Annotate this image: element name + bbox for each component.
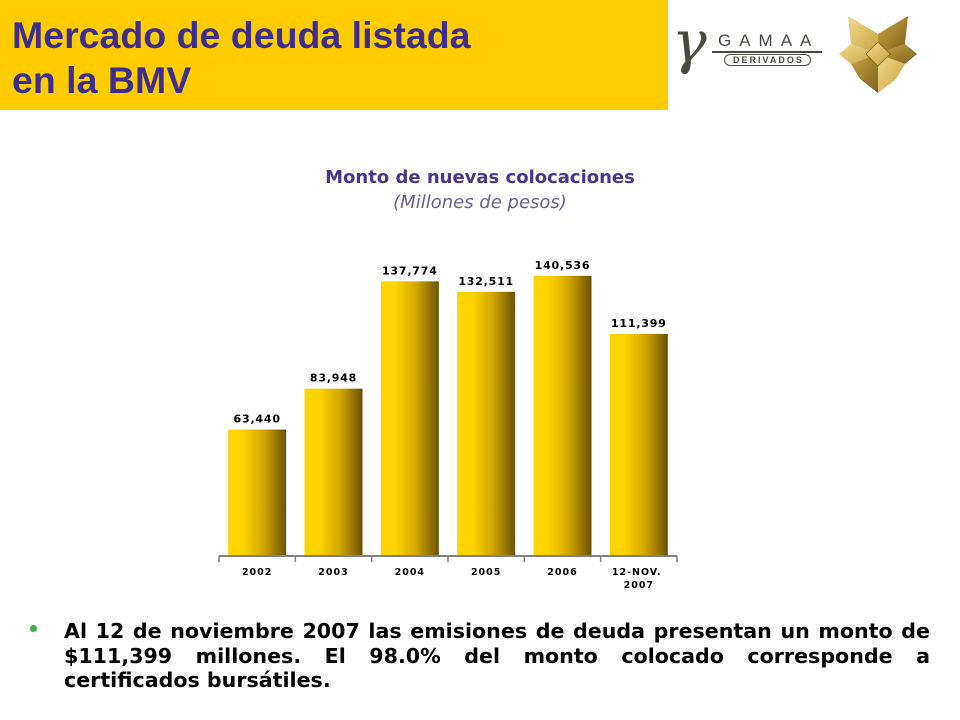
- category-label-line: 2004: [395, 567, 425, 578]
- bar-2005: [457, 291, 516, 556]
- chart-subtitle: (Millones de pesos): [393, 192, 567, 213]
- x-axis-group: [218, 555, 678, 562]
- bars: [228, 275, 668, 556]
- slide-title-line-2: en la BMV: [12, 59, 192, 101]
- emblem-facet-right: [878, 44, 917, 64]
- logo-divider: [712, 51, 822, 53]
- data-label: 111,399: [611, 317, 667, 330]
- bar-2004: [380, 281, 439, 556]
- category-label: 2004: [395, 567, 425, 578]
- category-label: 12-NOV. 2007: [612, 567, 666, 591]
- category-label: 2005: [471, 567, 501, 578]
- bar-2003: [304, 388, 363, 556]
- emblem-facet-bottom-left: [851, 54, 878, 93]
- bmv-emblem-icon: [839, 16, 917, 93]
- category-label-line: 2002: [242, 567, 272, 578]
- emblem-center-diamond: [865, 41, 891, 67]
- data-label: 83,948: [310, 372, 357, 385]
- category-labels: 2002 2003 2004 2005 2006 12-NOV. 2007: [242, 567, 666, 591]
- data-label: 63,440: [234, 413, 281, 426]
- emblem-facet-top-left: [848, 16, 878, 54]
- chart-title: Monto de nuevas colocaciones: [325, 167, 635, 188]
- emblem-facet-left: [839, 44, 878, 64]
- logo-name: GAMAA: [718, 31, 820, 50]
- data-labels: 63,440 83,948 137,774 132,511 140,536 111,399: [234, 259, 667, 426]
- bar-2002: [228, 429, 287, 556]
- bullet-icon: [29, 624, 37, 632]
- emblem-facet-bottom-right: [878, 54, 905, 93]
- slide-title-line-1: Mercado de deuda listada: [12, 14, 471, 56]
- data-label: 140,536: [535, 259, 591, 272]
- title-banner: [0, 0, 668, 110]
- category-label-line: 2007: [624, 580, 654, 591]
- data-label: 137,774: [382, 264, 438, 277]
- logo-symbol: γ: [672, 8, 707, 76]
- emblem-facet-top-right: [878, 16, 908, 54]
- category-label: 2006: [547, 567, 577, 578]
- category-label: 2003: [318, 567, 348, 578]
- category-label: 2002: [242, 567, 272, 578]
- logo-tagline: DERIVADOS: [724, 54, 811, 66]
- slide-title: Mercado de deuda listada en la BMV: [12, 13, 470, 103]
- data-label: 132,511: [458, 275, 514, 288]
- bar-12-nov-2007: [609, 333, 668, 556]
- category-label-line: 2005: [471, 567, 501, 578]
- bar-2006: [533, 275, 592, 556]
- category-label-line: 2006: [547, 567, 577, 578]
- bullet-text: Al 12 de noviembre 2007 las emisiones de…: [64, 619, 930, 692]
- category-label-line: 2003: [318, 567, 348, 578]
- bar-chart: 63,440 83,948 137,774 132,511 140,536 111,399…: [218, 259, 678, 591]
- category-label-line: 12-NOV.: [612, 567, 666, 578]
